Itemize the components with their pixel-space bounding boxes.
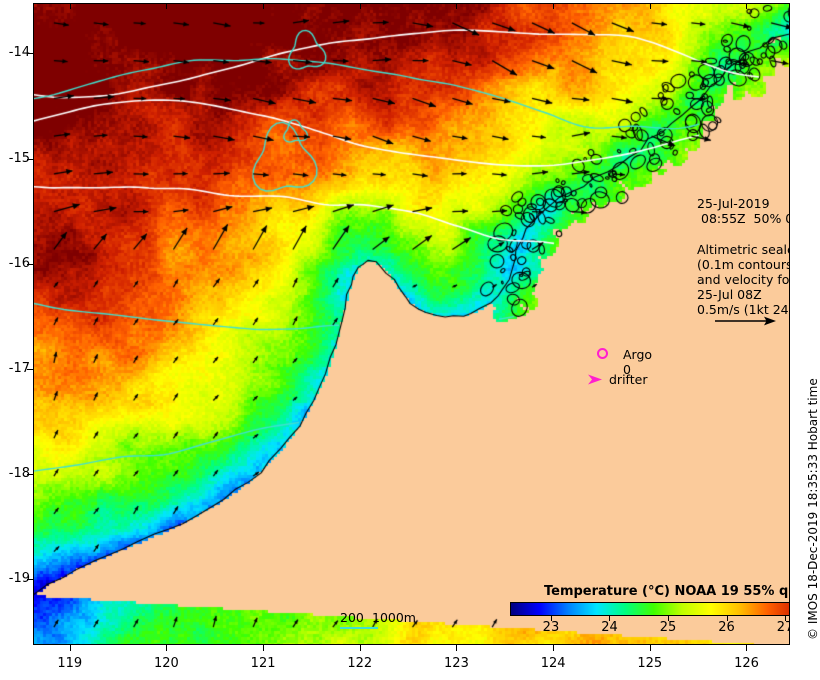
y-tick-mark: [27, 473, 33, 475]
y-tick-label: -17: [8, 360, 30, 376]
scale-label-near: 200: [340, 610, 364, 625]
colorbar-gradient: [510, 602, 789, 616]
x-tick-mark-top: [359, 3, 361, 9]
y-tick-mark: [27, 158, 33, 160]
x-tick-mark-top: [166, 3, 168, 9]
colorbar-title: Temperature (°C) NOAA 19 55% ql>=2: [544, 584, 789, 599]
x-tick-label: 124: [540, 656, 566, 671]
y-tick-label: -16: [8, 255, 30, 271]
y-tick-mark: [27, 53, 33, 55]
x-tick-label: 126: [734, 656, 759, 671]
x-tick-mark-top: [456, 3, 458, 9]
x-tick-label: 122: [347, 656, 373, 671]
y-tick-mark: [27, 368, 33, 370]
argo-marker-icon: [597, 348, 608, 359]
x-tick-label: 125: [637, 656, 663, 671]
x-tick-label: 120: [153, 656, 179, 671]
colorbar-tick-label: 24: [601, 620, 618, 635]
imos-credit-text: © IMOS 18-Dec-2019 18:35:33 Hobart time: [806, 378, 820, 640]
x-tick-mark-top: [69, 3, 71, 9]
colorbar-tick-mark: [726, 616, 728, 621]
sst-heatmap-canvas: [34, 4, 789, 644]
x-tick-mark: [746, 645, 748, 651]
scale-label-far: 1000m: [372, 610, 416, 625]
x-tick-mark: [649, 645, 651, 651]
x-tick-label: 123: [444, 656, 469, 671]
x-tick-mark: [69, 645, 71, 651]
date-stamp-date: 25-Jul-2019: [697, 196, 770, 211]
drifter-legend-label: drifter: [609, 372, 648, 387]
x-tick-mark: [263, 645, 265, 651]
x-tick-mark: [553, 645, 555, 651]
argo-legend-label: Argo 0: [623, 347, 653, 377]
y-tick-mark: [27, 578, 33, 580]
y-tick-mark: [27, 263, 33, 265]
scale-bar-line: [340, 627, 378, 629]
colorbar-tick-mark: [609, 616, 611, 621]
x-tick-mark: [456, 645, 458, 651]
altimetry-note: Altimetric sealevel (0.1m contours) and …: [697, 242, 790, 317]
velocity-reference-arrow-icon: [715, 316, 776, 326]
colorbar-tick-mark: [550, 616, 552, 621]
colorbar-tick-mark: [668, 616, 669, 621]
y-tick-label: -19: [8, 570, 30, 586]
x-tick-mark-top: [746, 3, 748, 9]
y-tick-label: -18: [8, 465, 30, 481]
date-stamp-detail: 08:55Z 50% 0.00047d: [701, 211, 789, 226]
colorbar-tick-label: 26: [718, 620, 735, 635]
x-tick-mark-top: [553, 3, 555, 9]
y-tick-label: -15: [8, 150, 30, 166]
colorbar-tick-label: 27: [776, 620, 789, 635]
x-tick-mark-top: [649, 3, 651, 9]
y-tick-label: -14: [8, 45, 30, 61]
colorbar-tick-label: 25: [659, 620, 677, 635]
x-tick-mark: [166, 645, 168, 651]
x-tick-mark-top: [263, 3, 265, 9]
x-tick-mark: [359, 645, 361, 651]
x-tick-label: 119: [57, 656, 83, 671]
colorbar-tick-label: 23: [542, 620, 560, 635]
x-tick-label: 121: [250, 656, 276, 671]
colorbar-tick-mark: [785, 616, 787, 621]
drifter-marker-icon: [588, 374, 602, 385]
